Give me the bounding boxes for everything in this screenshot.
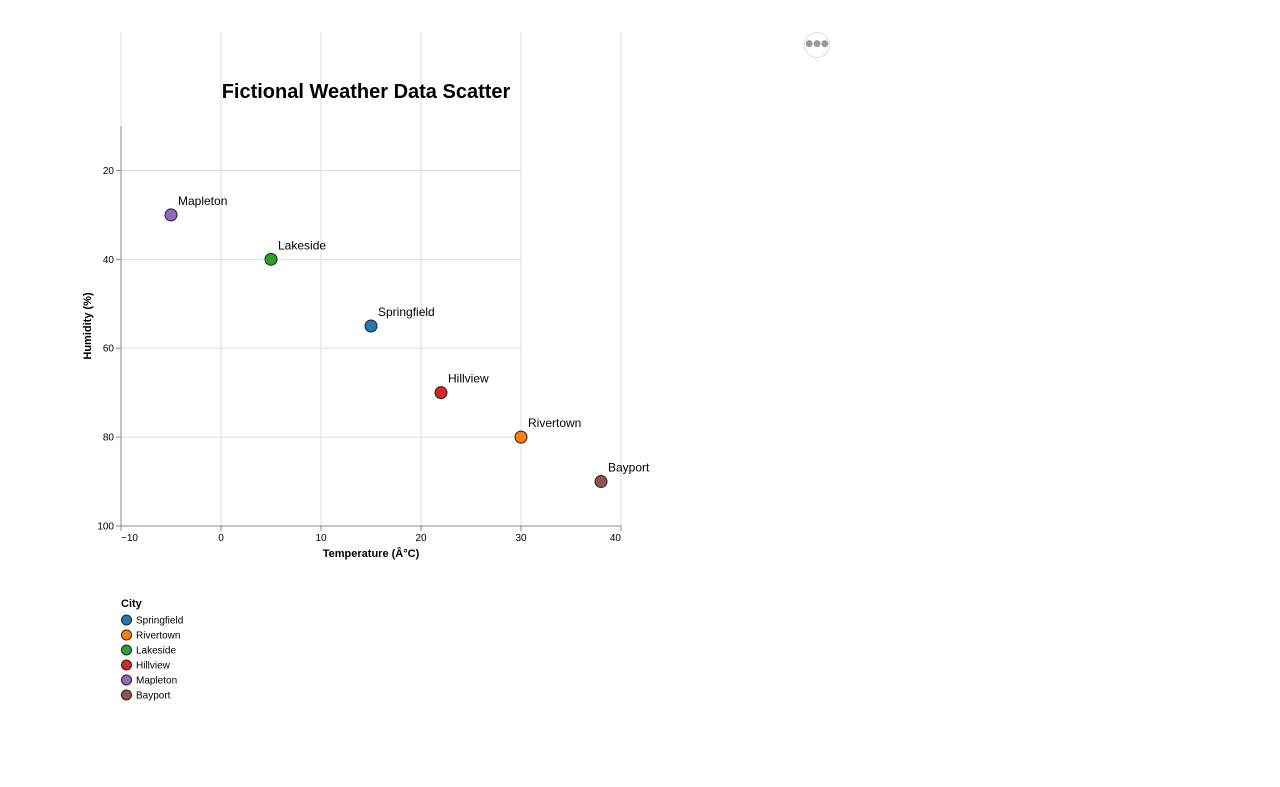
legend-title: City (121, 598, 143, 610)
scatter-point-mapleton (164, 208, 178, 222)
legend-label: Rivertown (136, 631, 180, 642)
x-tick-label: 0 (218, 533, 224, 544)
axes: −10 0 10 20 30 40 20 40 60 80 100 (97, 126, 622, 544)
y-axis-title: Humidity (%) (82, 292, 94, 360)
legend-label: Springfield (136, 616, 183, 627)
more-horizontal-icon: ●●● (805, 39, 829, 49)
scatter-point-bayport (594, 475, 608, 489)
scatter-point-rivertown (514, 430, 528, 444)
point-label-springfield: Springfield (378, 305, 435, 319)
legend-swatch (121, 644, 132, 656)
legend-swatch (121, 689, 132, 701)
point-label-rivertown: Rivertown (528, 416, 581, 430)
scatter-point-hillview (434, 386, 448, 400)
legend-swatch (121, 674, 132, 686)
chart-title: Fictional Weather Data Scatter (222, 81, 511, 103)
point-label-mapleton: Mapleton (178, 194, 227, 208)
gridlines (120, 32, 622, 526)
legend-label: Mapleton (136, 676, 177, 687)
y-tick-label: 80 (103, 433, 115, 444)
legend-swatch (121, 614, 132, 626)
scatter-point-springfield (364, 319, 378, 333)
y-tick-label: 60 (103, 344, 115, 355)
legend-label: Hillview (136, 661, 171, 672)
x-tick-label: 10 (315, 533, 327, 544)
x-tick-label: −10 (121, 533, 138, 544)
legend: City Springfield Rivertown Lakeside Hillvie… (121, 598, 183, 702)
y-tick-label: 40 (103, 255, 115, 266)
x-tick-label: 40 (610, 533, 622, 544)
chart-actions-button[interactable]: ●●● (804, 32, 830, 58)
point-label-bayport: Bayport (608, 461, 650, 475)
x-axis-title: Temperature (Â°C) (323, 547, 420, 560)
legend-label: Lakeside (136, 646, 176, 657)
scatter-point-lakeside (264, 252, 278, 266)
y-tick-label: 20 (103, 166, 115, 177)
point-label-lakeside: Lakeside (278, 238, 326, 252)
legend-label: Bayport (136, 691, 171, 702)
data-points: Springfield Rivertown Lakeside Hillview Mapl… (164, 194, 650, 489)
y-tick-label: 100 (97, 522, 114, 533)
x-tick-label: 30 (515, 533, 527, 544)
legend-swatch (121, 659, 132, 671)
legend-swatch (121, 629, 132, 641)
point-label-hillview: Hillview (448, 372, 489, 386)
x-tick-label: 20 (415, 533, 427, 544)
